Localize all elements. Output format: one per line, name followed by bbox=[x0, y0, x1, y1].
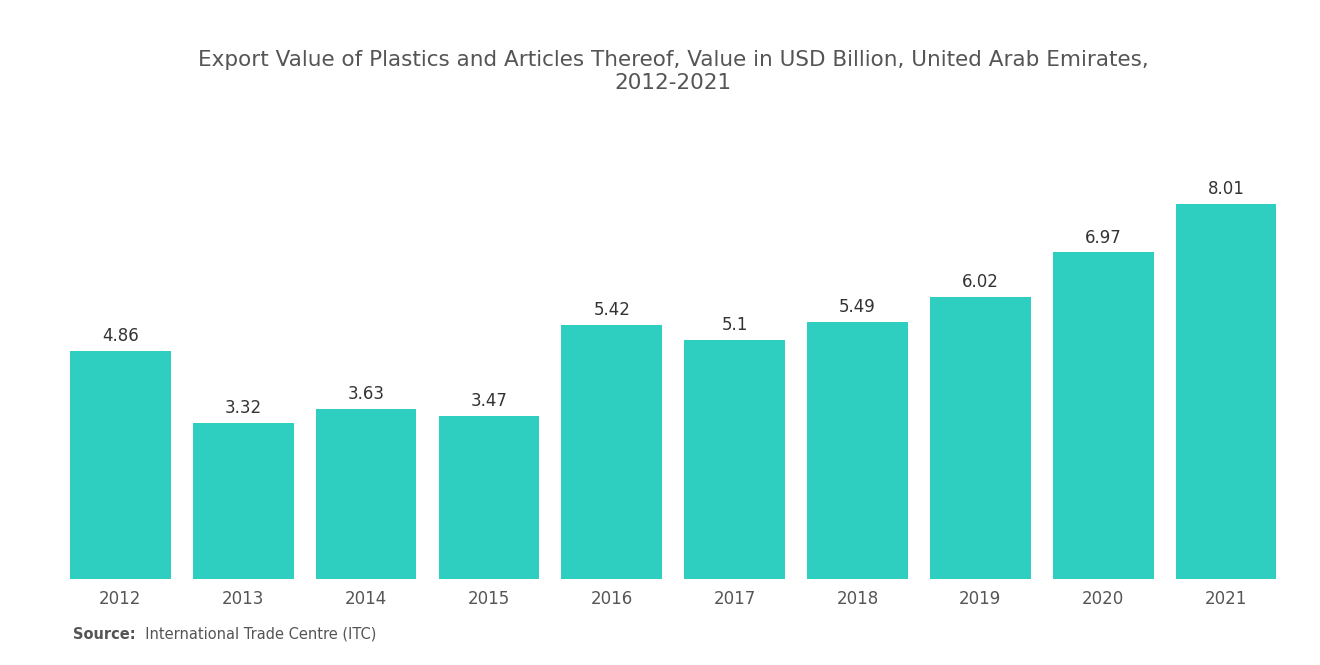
Bar bbox=[561, 325, 663, 579]
Bar bbox=[807, 321, 908, 579]
Text: 5.1: 5.1 bbox=[722, 316, 748, 334]
Text: 5.49: 5.49 bbox=[840, 298, 876, 316]
Bar bbox=[315, 408, 416, 579]
Bar bbox=[684, 340, 785, 579]
Text: Source:: Source: bbox=[73, 626, 135, 642]
Bar bbox=[70, 351, 170, 579]
Bar bbox=[1176, 203, 1276, 579]
Text: 3.32: 3.32 bbox=[224, 400, 261, 418]
Text: 4.86: 4.86 bbox=[102, 327, 139, 345]
Text: 5.42: 5.42 bbox=[593, 301, 630, 319]
Text: 3.63: 3.63 bbox=[347, 385, 384, 403]
Text: 6.97: 6.97 bbox=[1085, 229, 1122, 247]
Bar bbox=[438, 416, 540, 579]
Text: 8.01: 8.01 bbox=[1208, 180, 1245, 198]
Title: Export Value of Plastics and Articles Thereof, Value in USD Billion, United Arab: Export Value of Plastics and Articles Th… bbox=[198, 50, 1148, 93]
Text: 6.02: 6.02 bbox=[962, 273, 999, 291]
Text: 3.47: 3.47 bbox=[470, 392, 507, 410]
Bar bbox=[1053, 252, 1154, 579]
Text: International Trade Centre (ITC): International Trade Centre (ITC) bbox=[136, 626, 376, 642]
Bar bbox=[193, 423, 293, 579]
Bar bbox=[931, 297, 1031, 579]
